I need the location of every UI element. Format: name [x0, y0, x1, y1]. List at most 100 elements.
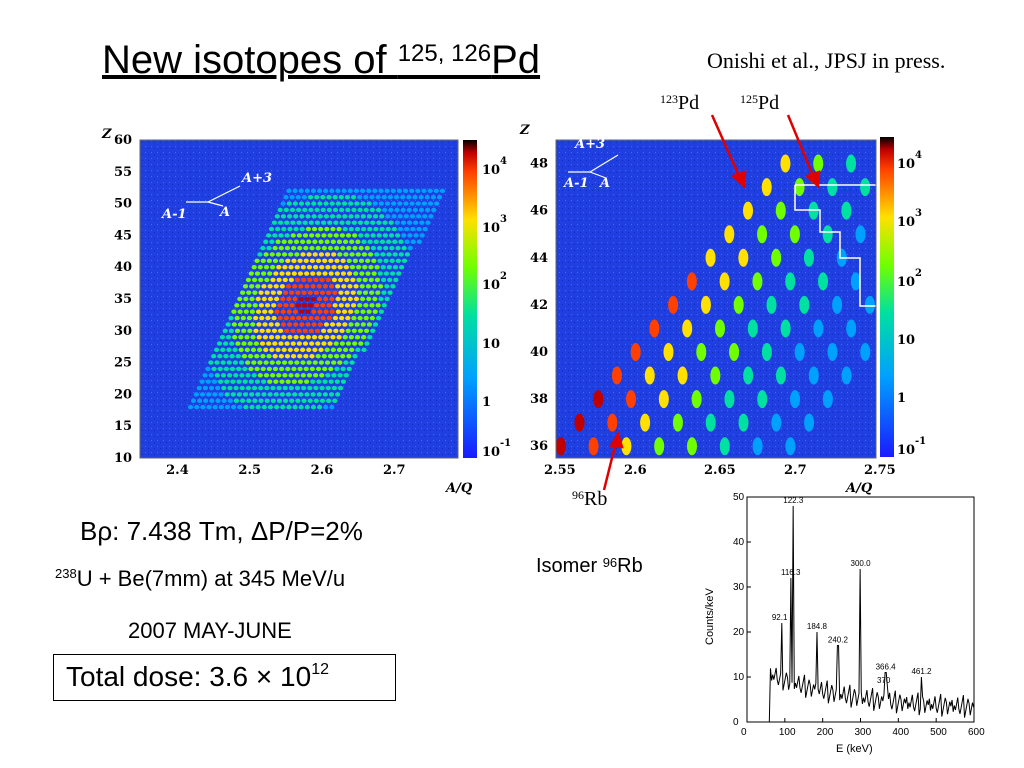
pid-left-blob [278, 341, 284, 346]
pid-left-blob [352, 341, 358, 346]
pid-left-blob [276, 385, 282, 391]
pid-left-blob [362, 290, 369, 295]
pid-left-blob [412, 195, 418, 200]
pid-left-blob [260, 379, 267, 384]
pid-left-blob [244, 322, 250, 327]
pid-left-blob [330, 239, 336, 244]
pid-left-blob [338, 303, 344, 308]
pid-left-blob [334, 271, 340, 276]
pid-left-blob [298, 188, 304, 194]
pid-left-blob [329, 201, 335, 206]
pid-left-blob [343, 347, 349, 353]
pid-left-blob [290, 341, 296, 346]
pid-right-blob [813, 319, 824, 338]
pid-left-blob [311, 322, 317, 327]
y-tick-right: 40 [530, 345, 548, 360]
pid-left-blob [292, 188, 298, 194]
pid-left-blob [282, 265, 288, 270]
pid-left-blob [302, 315, 308, 321]
pid-left-blob [284, 233, 290, 238]
pid-right-blob [654, 437, 665, 456]
pid-left-blob [333, 233, 339, 238]
pid-right-blob [813, 154, 824, 173]
pid-left-blob [319, 277, 325, 283]
peak-label: 300.0 [851, 559, 872, 568]
pid-left-blob [242, 284, 249, 289]
pid-left-blob [252, 398, 258, 403]
pid-left-blob [325, 385, 331, 391]
pid-left-blob [352, 258, 358, 264]
pid-left-blob [355, 239, 361, 244]
pid-left-blob [348, 322, 354, 327]
pid-right-blob [738, 248, 749, 267]
pid-left-blob [316, 392, 322, 397]
pid-left-blob [280, 201, 286, 206]
pid-left-blob [235, 354, 241, 359]
x-tick-right: 2.7 [784, 463, 807, 478]
pid-right-blob [630, 343, 641, 361]
pid-left-blob [267, 296, 274, 302]
pid-left-blob [237, 322, 244, 327]
pid-left-blob [275, 226, 281, 232]
pid-left-blob [311, 201, 317, 206]
pid-right-blob [771, 413, 782, 432]
pid-left-blob [419, 233, 425, 238]
pid-left-blob [311, 334, 318, 340]
pid-left-blob [288, 252, 294, 257]
pid-left-blob [308, 315, 314, 321]
y-tick-left: 25 [114, 356, 132, 371]
pid-left-blob [344, 290, 350, 295]
pid-left-blob [286, 296, 292, 302]
pid-left-blob [359, 284, 365, 289]
colorbar-left-exp: 2 [500, 271, 507, 282]
pid-left-blob [351, 207, 357, 213]
pid-left-blob [329, 404, 335, 410]
pid-left-blob [254, 354, 260, 359]
pid-left-blob [336, 239, 343, 244]
pid-left-blob [340, 366, 346, 372]
pid-left-blob [266, 341, 272, 346]
y-axis-label-spectrum: Counts/keV [704, 587, 716, 645]
pid-left-blob [305, 334, 311, 340]
pid-left-blob [288, 373, 294, 378]
pid-left-blob [312, 347, 318, 353]
pid-left-blob [239, 373, 245, 378]
pid-left-blob [246, 315, 253, 321]
pid-left-blob [328, 366, 334, 372]
pid-left-blob [290, 220, 296, 225]
pid-left-blob [267, 271, 273, 276]
pid-left-blob [401, 245, 407, 251]
pid-left-blob [202, 373, 208, 378]
pid-left-blob [227, 385, 233, 391]
pid-left-blob [285, 271, 291, 276]
pid-left-blob [358, 258, 365, 264]
pid-left-blob [268, 322, 274, 327]
pid-left-blob [364, 233, 370, 238]
pid-left-blob [398, 252, 404, 257]
pid-left-blob [309, 233, 315, 238]
pid-left-blob [292, 284, 298, 289]
pid-left-blob [293, 239, 300, 244]
pid-left-blob [396, 271, 402, 276]
pid-left-blob [368, 265, 374, 270]
pid-left-blob [202, 385, 209, 391]
pid-left-blob [307, 385, 313, 391]
pid-left-blob [285, 379, 291, 384]
pid-left-blob [395, 233, 401, 238]
pid-left-blob [286, 404, 292, 410]
pid-left-blob [404, 226, 410, 232]
pid-left-blob [336, 214, 342, 219]
pid-left-blob [281, 239, 287, 244]
pid-left-blob [324, 347, 330, 353]
pid-left-blob [361, 252, 368, 257]
colorbar-right-tick: 10 [897, 443, 915, 458]
pid-right-blob [611, 366, 622, 385]
pid-left-blob [348, 334, 354, 340]
pid-left-blob [335, 392, 341, 397]
pid-left-blob [367, 239, 373, 244]
pid-left-blob [394, 220, 400, 225]
pid-left-blob [246, 290, 252, 295]
pid-left-blob [327, 328, 333, 333]
pid-left-blob [230, 392, 236, 397]
pid-left-blob [403, 201, 409, 206]
